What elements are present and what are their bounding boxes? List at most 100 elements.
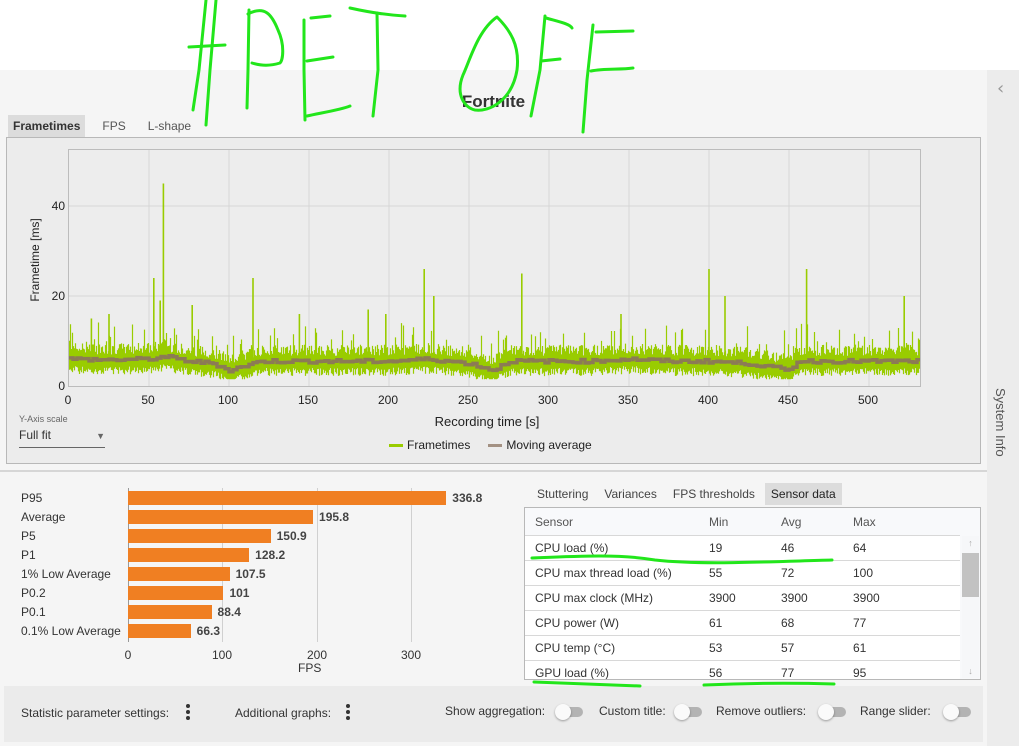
bar-value: 88.4 [217, 605, 241, 619]
bar[interactable] [128, 491, 447, 505]
table-cell: 72 [781, 566, 795, 580]
bar-label: 1% Low Average [21, 567, 111, 581]
table-cell: 61 [709, 616, 723, 630]
tab-l-shape[interactable]: L-shape [147, 119, 192, 133]
caret-down-icon: ▼ [96, 431, 105, 441]
table-cell: 55 [709, 566, 723, 580]
bar-label: Average [21, 510, 66, 524]
table-cell: 3900 [781, 591, 808, 605]
legend-moving-average[interactable]: Moving average [488, 438, 592, 452]
table-cell: 95 [853, 666, 867, 680]
frametimes-chart: Frametime [ms] 0 20 40 0 50 100 150 200 … [6, 137, 981, 464]
legend-frametimes[interactable]: Frametimes [389, 438, 470, 452]
tab-fps-thresholds[interactable]: FPS thresholds [672, 487, 755, 501]
column-header-min[interactable]: Min [709, 515, 729, 529]
scroll-up-arrow-icon[interactable]: ↑ [968, 538, 973, 548]
range-slider-label: Range slider: [860, 704, 931, 718]
bar-row: 0.1% Low Average 66.3 [0, 623, 510, 639]
column-header-sensor[interactable]: Sensor [535, 515, 574, 529]
remove-outliers-label: Remove outliers: [716, 704, 807, 718]
x-tick: 200 [377, 393, 399, 407]
legend-swatch-icon [389, 443, 403, 447]
bar[interactable] [128, 510, 314, 524]
system-info-sidebar[interactable]: ‹ System Info [987, 70, 1019, 746]
table-row[interactable]: CPU load (%) 19 46 64 [525, 535, 960, 560]
x-tick: 250 [457, 393, 479, 407]
bar[interactable] [128, 605, 212, 619]
legend-label: Moving average [506, 438, 592, 452]
y-axis-scale-value: Full fit [19, 428, 52, 442]
table-cell: CPU max clock (MHz) [535, 591, 654, 605]
range-slider-toggle[interactable] [943, 704, 971, 720]
custom-title-toggle[interactable] [674, 704, 702, 720]
chart-legend: Frametimes Moving average [389, 438, 610, 452]
column-header-max[interactable]: Max [853, 515, 876, 529]
page-title: Fortnite [461, 92, 526, 111]
bar-value: 66.3 [196, 624, 220, 638]
bottom-toolbar: Statistic parameter settings: Additional… [4, 686, 983, 742]
x-tick: 300 [537, 393, 559, 407]
table-cell: 56 [709, 666, 723, 680]
tab-fps[interactable]: FPS [102, 119, 126, 133]
plot-area[interactable] [68, 149, 921, 387]
sensor-table: Sensor Min Avg Max CPU load (%) 19 46 64 CPU… [524, 507, 981, 680]
bar-value: 128.2 [255, 548, 286, 562]
y-axis-scale-dropdown[interactable]: Full fit ▼ [19, 428, 105, 448]
tab-frametimes[interactable]: Frametimes [8, 115, 86, 137]
x-tick: 50 [141, 393, 155, 407]
chevron-left-icon[interactable]: ‹ [997, 78, 1005, 99]
y-tick: 40 [51, 199, 65, 213]
y-axis-scale-select: Y-Axis scale Full fit ▼ [19, 414, 105, 448]
bar-x-tick: 100 [211, 648, 233, 662]
bar-row: P95 336.8 [0, 490, 510, 506]
bar[interactable] [128, 548, 250, 562]
x-tick: 400 [697, 393, 719, 407]
bar-label: P5 [21, 529, 36, 543]
bar[interactable] [128, 624, 191, 638]
additional-graphs-label: Additional graphs: [235, 706, 332, 720]
table-cell: GPU load (%) [535, 666, 610, 680]
column-header-avg[interactable]: Avg [781, 515, 802, 529]
table-row[interactable]: CPU max clock (MHz) 3900 3900 3900 [525, 585, 960, 610]
tab-variances[interactable]: Variances [604, 487, 657, 501]
bar-value: 336.8 [452, 491, 483, 505]
statistic-settings-menu-icon[interactable] [185, 704, 191, 722]
table-row[interactable]: CPU max thread load (%) 55 72 100 [525, 560, 960, 585]
x-tick: 100 [217, 393, 239, 407]
scroll-down-arrow-icon[interactable]: ↓ [968, 666, 973, 676]
table-cell: 61 [853, 641, 867, 655]
bar[interactable] [128, 586, 224, 600]
table-cell: 46 [781, 541, 795, 555]
chart-tabs: Frametimes FPS L-shape [8, 115, 208, 137]
table-row[interactable]: CPU power (W) 61 68 77 [525, 610, 960, 635]
table-header: Sensor Min Avg Max [525, 510, 960, 535]
bar[interactable] [128, 529, 271, 543]
table-cell: 77 [853, 616, 867, 630]
bar-row: P0.2 101 [0, 585, 510, 601]
main-panel: Fortnite Frametimes FPS L-shape Frametim… [0, 70, 987, 746]
x-tick: 150 [297, 393, 319, 407]
tab-stuttering[interactable]: Stuttering [537, 487, 589, 501]
table-scrollbar[interactable]: ↑ ↓ [962, 536, 979, 678]
table-row[interactable]: CPU temp (°C) 53 57 61 [525, 635, 960, 660]
bar-label: P0.2 [21, 586, 46, 600]
x-tick: 500 [857, 393, 879, 407]
scrollbar-thumb[interactable] [962, 553, 979, 597]
tab-sensor-data[interactable]: Sensor data [764, 483, 842, 505]
table-cell: 64 [853, 541, 867, 555]
system-info-label: System Info [993, 388, 1008, 457]
remove-outliers-toggle[interactable] [818, 704, 846, 720]
x-tick: 350 [617, 393, 639, 407]
bar[interactable] [128, 567, 230, 581]
additional-graphs-menu-icon[interactable] [345, 704, 351, 722]
x-tick: 0 [64, 393, 72, 407]
table-cell: CPU load (%) [535, 541, 609, 555]
bar-x-tick: 0 [124, 648, 132, 662]
table-row[interactable]: GPU load (%) 56 77 95 [525, 660, 960, 680]
frametimes-plot [69, 150, 920, 386]
x-axis-label: Recording time [s] [434, 414, 540, 429]
show-aggregation-toggle[interactable] [555, 704, 583, 720]
top-margin [0, 0, 1019, 70]
bar-label: 0.1% Low Average [21, 624, 121, 638]
